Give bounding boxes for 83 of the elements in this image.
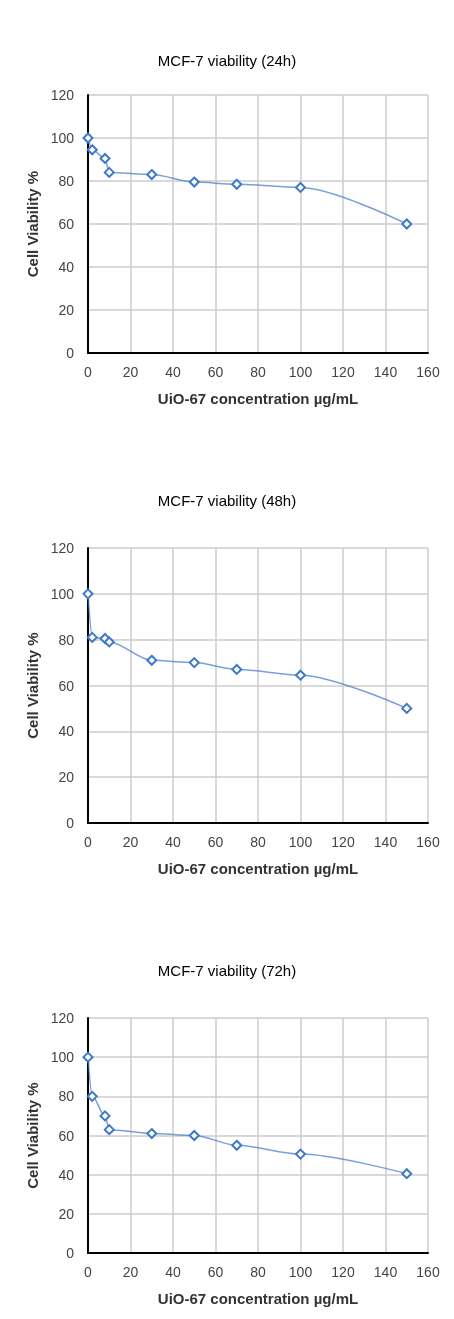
x-tick-label: 20 bbox=[122, 364, 139, 380]
point bbox=[82, 588, 94, 600]
y-tick-label: 60 bbox=[58, 216, 75, 232]
x-axis-title: UiO-67 concentration µg/mL bbox=[157, 860, 359, 877]
x-tick-label: 100 bbox=[288, 834, 313, 850]
point bbox=[401, 218, 413, 230]
x-tick-label: 80 bbox=[250, 1264, 266, 1280]
x-tick-label: 0 bbox=[84, 1264, 93, 1280]
point bbox=[86, 631, 98, 643]
x-tick-label: 120 bbox=[331, 834, 355, 850]
y-tick-label: 80 bbox=[58, 173, 75, 189]
point bbox=[146, 1128, 158, 1140]
point bbox=[188, 176, 200, 188]
point bbox=[103, 1124, 115, 1136]
point bbox=[99, 1110, 111, 1122]
point bbox=[86, 144, 98, 156]
x-tick-label: 20 bbox=[122, 834, 139, 850]
x-tick-label: 120 bbox=[331, 364, 355, 380]
point bbox=[82, 132, 94, 144]
y-tick-label: 60 bbox=[58, 1127, 75, 1144]
y-tick-label: 100 bbox=[50, 130, 75, 146]
y-axis-title: Cell Viability % bbox=[23, 170, 41, 278]
x-tick-label: 40 bbox=[165, 834, 181, 850]
y-tick-label: 100 bbox=[50, 585, 75, 602]
x-tick-label: 60 bbox=[207, 834, 224, 850]
y-tick-label: 40 bbox=[58, 1166, 75, 1183]
x-tick-label: 140 bbox=[373, 364, 398, 380]
point bbox=[231, 1139, 243, 1151]
x-tick-label: 80 bbox=[250, 834, 266, 850]
point bbox=[401, 702, 413, 714]
point bbox=[146, 169, 158, 181]
point bbox=[295, 1148, 306, 1160]
y-tick-label: 40 bbox=[58, 723, 75, 740]
y-tick-label: 20 bbox=[58, 302, 75, 318]
y-axis-title: Cell Viability % bbox=[23, 632, 41, 739]
point bbox=[188, 657, 200, 669]
x-tick-label: 40 bbox=[165, 364, 181, 380]
y-tick-label: 120 bbox=[50, 1010, 75, 1026]
x-tick-label: 100 bbox=[288, 364, 313, 380]
point bbox=[103, 166, 115, 178]
point bbox=[146, 654, 158, 666]
x-tick-label: 0 bbox=[84, 364, 93, 380]
point bbox=[295, 669, 306, 681]
x-tick-label: 160 bbox=[416, 364, 440, 380]
y-tick-label: 60 bbox=[58, 677, 75, 694]
point bbox=[188, 1130, 200, 1141]
x-tick-label: 160 bbox=[416, 834, 440, 850]
x-axis-title: UiO-67 concentration µg/mL bbox=[157, 390, 359, 407]
y-tick-label: 20 bbox=[58, 1205, 75, 1222]
y-tick-label: 80 bbox=[58, 1088, 75, 1105]
point bbox=[99, 152, 111, 164]
y-tick-label: 0 bbox=[66, 1245, 75, 1261]
y-tick-label: 0 bbox=[66, 815, 75, 831]
x-tick-label: 20 bbox=[122, 1264, 139, 1280]
point bbox=[86, 1090, 98, 1102]
point bbox=[231, 178, 243, 190]
y-tick-label: 80 bbox=[58, 631, 75, 648]
y-tick-label: 100 bbox=[50, 1049, 75, 1066]
x-tick-label: 0 bbox=[84, 834, 93, 850]
x-tick-label: 140 bbox=[373, 834, 398, 850]
x-tick-label: 120 bbox=[331, 1264, 355, 1280]
y-tick-label: 40 bbox=[58, 259, 75, 275]
x-axis-title: UiO-67 concentration µg/mL bbox=[157, 1290, 359, 1307]
point bbox=[401, 1168, 413, 1180]
y-tick-label: 120 bbox=[50, 540, 75, 556]
x-tick-label: 80 bbox=[250, 364, 266, 380]
y-tick-label: 120 bbox=[50, 87, 75, 103]
chart-title: MCF-7 viability (24h) bbox=[157, 52, 297, 69]
point bbox=[82, 1051, 94, 1063]
x-tick-label: 60 bbox=[207, 364, 224, 380]
x-tick-label: 160 bbox=[416, 1264, 440, 1280]
y-axis-title: Cell Viability % bbox=[23, 1082, 41, 1189]
chart-title: MCF-7 viability (72h) bbox=[157, 962, 297, 979]
x-tick-label: 100 bbox=[288, 1264, 313, 1280]
y-tick-label: 20 bbox=[58, 769, 75, 786]
point bbox=[295, 181, 306, 193]
x-tick-label: 40 bbox=[165, 1264, 181, 1280]
point bbox=[103, 636, 115, 648]
chart-title: MCF-7 viability (48h) bbox=[157, 492, 297, 509]
y-tick-label: 0 bbox=[66, 345, 75, 361]
point bbox=[231, 663, 243, 675]
x-tick-label: 140 bbox=[373, 1264, 398, 1280]
x-tick-label: 60 bbox=[207, 1264, 224, 1280]
